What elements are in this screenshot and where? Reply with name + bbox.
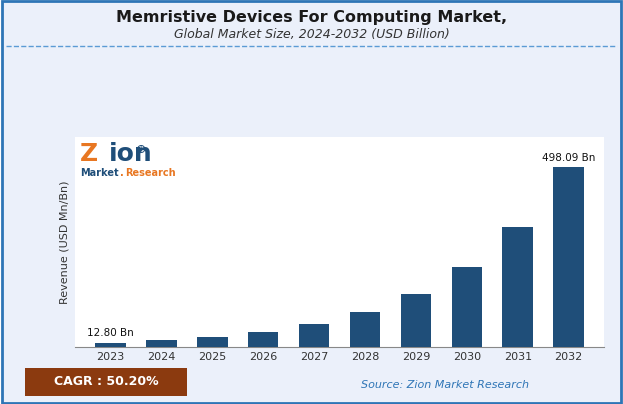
Bar (146, 341, 176, 347)
Text: CAGR : 50.20%: CAGR : 50.20% (54, 375, 158, 388)
Text: 12.80 Bn: 12.80 Bn (87, 328, 134, 339)
Bar (401, 294, 431, 347)
Text: 498.09 Bn: 498.09 Bn (542, 153, 596, 163)
Bar (503, 227, 533, 347)
Text: .: . (120, 168, 123, 178)
Text: Research: Research (125, 168, 176, 178)
Text: ion: ion (109, 141, 153, 166)
Text: Memristive Devices For Computing Market,: Memristive Devices For Computing Market, (116, 10, 507, 25)
Text: ⊕: ⊕ (136, 143, 146, 156)
Bar (553, 167, 584, 347)
Bar (248, 332, 278, 347)
Text: Global Market Size, 2024-2032 (USD Billion): Global Market Size, 2024-2032 (USD Billi… (174, 28, 449, 41)
Text: Z: Z (80, 141, 98, 166)
Bar (197, 337, 227, 347)
Text: Market: Market (80, 168, 118, 178)
Text: Source: Zion Market Research: Source: Zion Market Research (361, 380, 530, 389)
Bar (299, 324, 330, 347)
Bar (452, 267, 482, 347)
Y-axis label: Revenue (USD Mn/Bn): Revenue (USD Mn/Bn) (59, 181, 69, 304)
Bar (95, 343, 126, 347)
Bar (350, 312, 380, 347)
